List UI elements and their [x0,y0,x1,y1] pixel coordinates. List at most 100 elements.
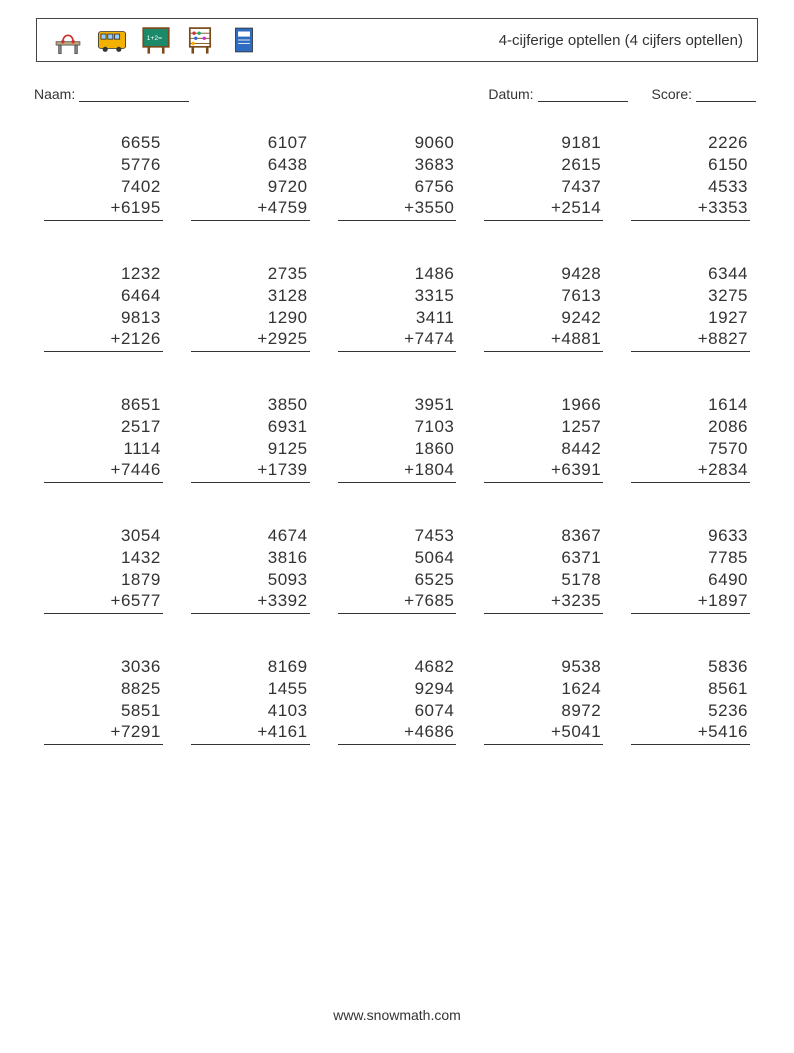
problem-addend: 6107 [268,132,310,154]
score-field: Score: [652,86,756,102]
problem-addend: 2517 [121,416,163,438]
problem-addend: 1614 [708,394,750,416]
problem-last-line: +6195 [44,197,163,221]
date-blank [538,86,628,102]
problem-last-line: +2126 [44,328,163,352]
problem-addend: 1232 [121,263,163,285]
problem-addend: 6150 [708,154,750,176]
problem-last-line: +2925 [191,328,310,352]
problem-addend: 3128 [268,285,310,307]
worksheet-title: 4-cijferige optellen (4 cijfers optellen… [499,32,743,49]
name-label: Naam: [34,86,75,102]
problem-last-line: +7291 [44,721,163,745]
problem-addend: 8561 [708,678,750,700]
problem-addend: 2086 [708,416,750,438]
problem-last-line: +6577 [44,590,163,614]
chalkboard-icon: 1+2= [139,23,173,57]
school-desk-icon [51,23,85,57]
problem-addend: 2226 [708,132,750,154]
problem-addend: 8972 [561,700,603,722]
problem-addend: 6756 [415,176,457,198]
problem-addend: 4674 [268,525,310,547]
problem-addend: 9633 [708,525,750,547]
problem-addend: 1114 [124,438,163,460]
problem-addend: 1486 [415,263,457,285]
problem-addend: 1927 [708,307,750,329]
problem-addend: 1257 [561,416,603,438]
date-field: Datum: [488,86,627,102]
addition-problem: 963377856490+1897 [631,525,750,614]
addition-problem: 918126157437+2514 [484,132,603,221]
problem-addend: 6490 [708,569,750,591]
addition-problem: 942876139242+4881 [484,263,603,352]
problem-addend: 9813 [121,307,163,329]
problem-last-line: +3392 [191,590,310,614]
worksheet-page: 1+2= 4- [0,0,794,1053]
problem-addend: 9720 [268,176,310,198]
addition-problem: 467438165093+3392 [191,525,310,614]
problem-addend: 6655 [121,132,163,154]
problem-last-line: +4686 [338,721,457,745]
problem-addend: 5776 [121,154,163,176]
problem-addend: 3850 [268,394,310,416]
problem-last-line: +7446 [44,459,163,483]
problem-addend: 6931 [268,416,310,438]
problem-addend: 6074 [415,700,457,722]
school-bus-icon [95,23,129,57]
problem-addend: 8169 [268,656,310,678]
problem-addend: 7785 [708,547,750,569]
problem-addend: 9538 [561,656,603,678]
addition-problem: 634432751927+8827 [631,263,750,352]
addition-problem: 610764389720+4759 [191,132,310,221]
problem-last-line: +4161 [191,721,310,745]
problem-addend: 1624 [561,678,603,700]
problem-addend: 9294 [415,678,457,700]
problem-last-line: +2834 [631,459,750,483]
name-blank [79,86,189,102]
addition-problem: 583685615236+5416 [631,656,750,745]
abacus-icon [183,23,217,57]
problem-addend: 6525 [415,569,457,591]
addition-problem: 836763715178+3235 [484,525,603,614]
svg-text:1+2=: 1+2= [147,35,163,42]
problem-addend: 1432 [121,547,163,569]
problem-addend: 7437 [561,176,603,198]
problem-addend: 5851 [121,700,163,722]
problem-addend: 5178 [561,569,603,591]
problem-addend: 1455 [268,678,310,700]
addition-problem: 303688255851+7291 [44,656,163,745]
problem-addend: 7402 [121,176,163,198]
problem-addend: 9125 [268,438,310,460]
problem-addend: 6438 [268,154,310,176]
problem-addend: 5064 [415,547,457,569]
problem-last-line: +8827 [631,328,750,352]
problem-addend: 3275 [708,285,750,307]
problem-addend: 3411 [416,307,457,329]
problem-last-line: +7685 [338,590,457,614]
problem-addend: 4682 [415,656,457,678]
meta-row: Naam: Datum: Score: [30,86,764,102]
problem-addend: 1860 [415,438,457,460]
addition-problem: 161420867570+2834 [631,394,750,483]
problem-last-line: +1739 [191,459,310,483]
header-box: 1+2= 4- [36,18,758,62]
problem-grid: 665557767402+6195 610764389720+4759 906036… [30,132,764,745]
problem-last-line: +3353 [631,197,750,221]
problem-addend: 5836 [708,656,750,678]
problem-addend: 1879 [121,569,163,591]
problem-addend: 8442 [561,438,603,460]
problem-addend: 5093 [268,569,310,591]
header-icons: 1+2= [51,23,261,57]
problem-addend: 9428 [561,263,603,285]
problem-addend: 5236 [708,700,750,722]
problem-last-line: +5416 [631,721,750,745]
problem-last-line: +3235 [484,590,603,614]
addition-problem: 148633153411+7474 [338,263,457,352]
problem-addend: 4103 [268,700,310,722]
problem-addend: 9242 [561,307,603,329]
addition-problem: 906036836756+3550 [338,132,457,221]
addition-problem: 395171031860+1804 [338,394,457,483]
addition-problem: 665557767402+6195 [44,132,163,221]
problem-addend: 9060 [415,132,457,154]
name-field: Naam: [34,86,189,102]
